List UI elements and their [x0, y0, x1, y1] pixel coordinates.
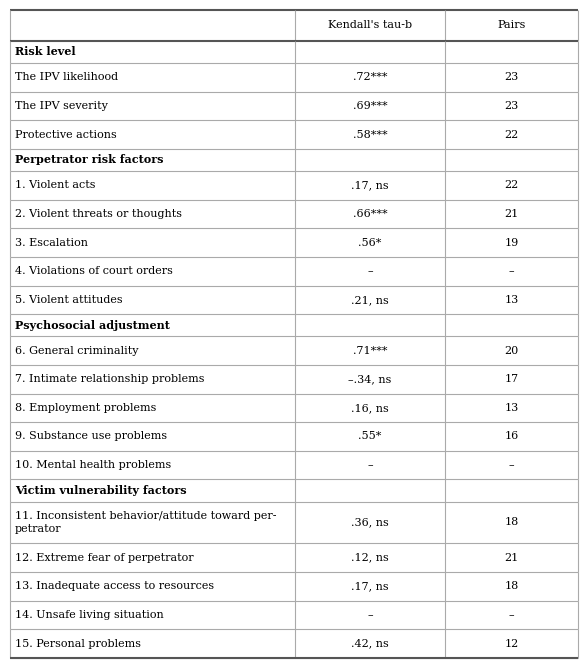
Text: 16: 16	[505, 432, 519, 442]
Text: 6. General criminality: 6. General criminality	[15, 345, 139, 355]
Bar	[10, 228, 578, 257]
Text: 22: 22	[505, 130, 519, 140]
Bar	[10, 601, 578, 629]
Text: 23: 23	[505, 72, 519, 82]
Bar	[10, 10, 578, 41]
Text: –: –	[367, 266, 373, 276]
Text: .72***: .72***	[353, 72, 387, 82]
Text: Kendall's tau-b: Kendall's tau-b	[328, 21, 412, 31]
Bar	[10, 120, 578, 149]
Text: The IPV severity: The IPV severity	[15, 101, 108, 111]
Text: 10. Mental health problems: 10. Mental health problems	[15, 460, 171, 470]
Text: .66***: .66***	[353, 209, 387, 219]
Bar	[10, 393, 578, 422]
Bar	[10, 171, 578, 200]
Text: .17, ns: .17, ns	[351, 180, 389, 190]
Text: –: –	[509, 610, 514, 620]
Bar	[10, 41, 578, 63]
Text: .21, ns: .21, ns	[351, 295, 389, 305]
Text: .12, ns: .12, ns	[351, 552, 389, 562]
Text: 17: 17	[505, 374, 519, 384]
Text: 5. Violent attitudes: 5. Violent attitudes	[15, 295, 123, 305]
Text: Protective actions: Protective actions	[15, 130, 117, 140]
Text: Victim vulnerability factors: Victim vulnerability factors	[15, 485, 186, 496]
Text: 7. Intimate relationship problems: 7. Intimate relationship problems	[15, 374, 205, 384]
Text: 23: 23	[505, 101, 519, 111]
Text: 18: 18	[505, 581, 519, 591]
Bar	[10, 285, 578, 314]
Text: –: –	[509, 266, 514, 276]
Text: 3. Escalation: 3. Escalation	[15, 238, 88, 248]
Text: 8. Employment problems: 8. Employment problems	[15, 403, 156, 413]
Bar	[10, 572, 578, 601]
Text: Pairs: Pairs	[497, 21, 526, 31]
Text: .56*: .56*	[358, 238, 382, 248]
Bar	[10, 629, 578, 658]
Text: The IPV likelihood: The IPV likelihood	[15, 72, 118, 82]
Bar	[10, 451, 578, 480]
Text: 12: 12	[505, 639, 519, 649]
Bar	[10, 63, 578, 92]
Bar	[10, 314, 578, 336]
Bar	[10, 480, 578, 502]
Bar	[10, 336, 578, 365]
Text: 11. Inconsistent behavior/attitude toward per-: 11. Inconsistent behavior/attitude towar…	[15, 511, 276, 521]
Bar	[10, 502, 578, 543]
Text: 21: 21	[505, 552, 519, 562]
Text: .16, ns: .16, ns	[351, 403, 389, 413]
Text: 4. Violations of court orders: 4. Violations of court orders	[15, 266, 173, 276]
Bar	[10, 365, 578, 393]
Text: Perpetrator risk factors: Perpetrator risk factors	[15, 154, 163, 166]
Text: 14. Unsafe living situation: 14. Unsafe living situation	[15, 610, 163, 620]
Text: .58***: .58***	[353, 130, 387, 140]
Text: –: –	[509, 460, 514, 470]
Text: 21: 21	[505, 209, 519, 219]
Text: 20: 20	[505, 345, 519, 355]
Bar	[10, 543, 578, 572]
Text: .36, ns: .36, ns	[351, 518, 389, 528]
Text: 1. Violent acts: 1. Violent acts	[15, 180, 95, 190]
Text: 15. Personal problems: 15. Personal problems	[15, 639, 141, 649]
Text: Psychosocial adjustment: Psychosocial adjustment	[15, 320, 170, 331]
Text: .69***: .69***	[353, 101, 387, 111]
Text: 18: 18	[505, 518, 519, 528]
Text: 22: 22	[505, 180, 519, 190]
Text: 12. Extreme fear of perpetrator: 12. Extreme fear of perpetrator	[15, 552, 193, 562]
Bar	[10, 257, 578, 285]
Text: 19: 19	[505, 238, 519, 248]
Text: petrator: petrator	[15, 524, 62, 534]
Text: –: –	[367, 460, 373, 470]
Bar	[10, 422, 578, 451]
Text: Risk level: Risk level	[15, 46, 76, 57]
Text: .71***: .71***	[353, 345, 387, 355]
Bar	[10, 149, 578, 171]
Text: –: –	[367, 610, 373, 620]
Text: .55*: .55*	[358, 432, 382, 442]
Text: –.34, ns: –.34, ns	[348, 374, 392, 384]
Text: 13: 13	[505, 403, 519, 413]
Text: 13: 13	[505, 295, 519, 305]
Text: .42, ns: .42, ns	[351, 639, 389, 649]
Bar	[10, 200, 578, 228]
Text: .17, ns: .17, ns	[351, 581, 389, 591]
Text: 13. Inadequate access to resources: 13. Inadequate access to resources	[15, 581, 214, 591]
Text: 9. Substance use problems: 9. Substance use problems	[15, 432, 167, 442]
Text: 2. Violent threats or thoughts: 2. Violent threats or thoughts	[15, 209, 182, 219]
Bar	[10, 92, 578, 120]
